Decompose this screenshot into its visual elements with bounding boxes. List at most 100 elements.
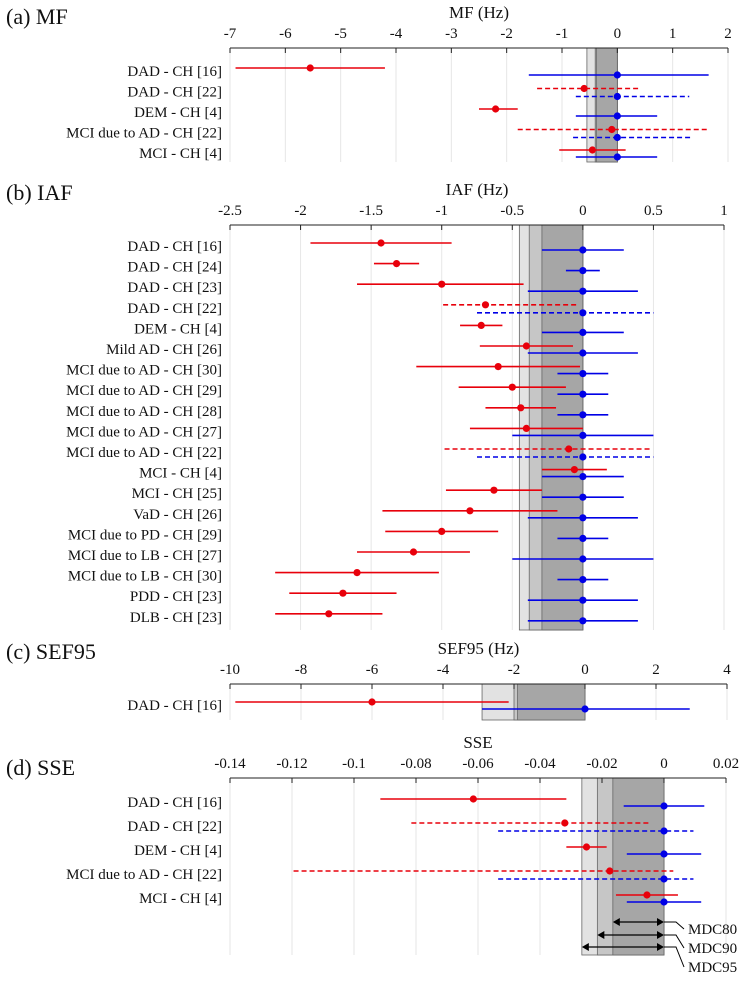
- x-tick-label: -4: [390, 26, 403, 42]
- red-point: [325, 610, 333, 618]
- blue-point: [579, 576, 587, 584]
- blue-point: [613, 112, 621, 120]
- row: PDD - CH [23]: [130, 589, 638, 605]
- blue-point: [660, 827, 668, 835]
- mdc-label: MDC80: [688, 922, 737, 938]
- x-tick-label: -2: [500, 26, 513, 42]
- row: Mild AD - CH [26]: [106, 342, 638, 358]
- row: DAD - CH [16]: [127, 239, 624, 255]
- mdc-band-3: [517, 683, 586, 721]
- x-tick-label: -1: [556, 26, 569, 42]
- blue-point: [613, 133, 621, 142]
- x-axis-label: MF (Hz): [449, 3, 509, 22]
- row-label: MCI - CH [4]: [139, 891, 222, 907]
- row-label: DEM - CH [4]: [134, 321, 222, 337]
- mdc-label: MDC90: [688, 941, 737, 957]
- x-tick-label: 0: [660, 756, 668, 772]
- row-label: MCI due to AD - CH [22]: [66, 445, 222, 461]
- x-tick-label: 0: [614, 26, 622, 42]
- blue-point: [613, 71, 621, 79]
- x-tick-label: -0.14: [214, 756, 246, 772]
- blue-point: [579, 328, 587, 336]
- panel-1: (a) MF MF (Hz) -7 -6 -5 -4 -3 -2 -1 0 1 2 DAD - CH […: [6, 3, 732, 163]
- blue-point: [581, 705, 589, 713]
- row-label: DAD - CH [16]: [127, 64, 222, 80]
- row: MCI due to AD - CH [28]: [66, 404, 609, 420]
- mdc-band-3: [595, 47, 618, 163]
- row: MCI due to AD - CH [22]: [66, 445, 654, 461]
- blue-point: [579, 267, 587, 275]
- x-axis-label: SSE: [463, 733, 492, 752]
- x-tick-label: -6: [366, 662, 379, 678]
- row: MCI - CH [25]: [132, 486, 624, 502]
- panel-label: (b) IAF: [6, 180, 73, 205]
- blue-point: [660, 802, 668, 810]
- red-point: [522, 424, 531, 432]
- x-tick-label: -2: [294, 203, 307, 219]
- blue-point: [579, 287, 587, 295]
- x-tick-label: 0.5: [644, 203, 663, 219]
- row-label: MCI due to LB - CH [27]: [68, 548, 222, 564]
- blue-point: [579, 390, 587, 398]
- red-point: [377, 239, 385, 247]
- blue-point: [579, 349, 587, 357]
- mdc-arrow-head-right: [657, 931, 664, 939]
- row-label: MCI due to AD - CH [29]: [66, 383, 222, 399]
- red-point: [409, 548, 418, 556]
- row: MCI due to AD - CH [27]: [66, 424, 654, 440]
- mdc-band-3: [612, 777, 665, 956]
- panel-label: (a) MF: [6, 4, 68, 29]
- red-point: [490, 486, 498, 494]
- blue-point: [579, 453, 587, 461]
- red-point: [588, 146, 597, 154]
- blue-point: [579, 411, 587, 419]
- blue-point: [579, 246, 587, 254]
- row-label: DAD - CH [23]: [127, 280, 222, 296]
- row-label: MCI due to AD - CH [28]: [66, 404, 222, 420]
- row: MCI due to LB - CH [27]: [68, 548, 654, 564]
- row-label: MCI due to LB - CH [30]: [68, 569, 222, 585]
- row: DAD - CH [22]: [127, 85, 690, 101]
- x-tick-label: 0: [581, 662, 589, 678]
- x-tick-label: -10: [220, 662, 240, 678]
- x-tick-label: -6: [279, 26, 292, 42]
- x-tick-label: -2: [508, 662, 521, 678]
- blue-point: [613, 92, 621, 101]
- row-label: MCI due to PD - CH [29]: [68, 527, 222, 543]
- x-tick-label: -0.04: [524, 756, 556, 772]
- row: DEM - CH [4]: [134, 843, 702, 859]
- mdc-arrow-head-left: [597, 931, 605, 939]
- row: MCI - CH [4]: [139, 891, 702, 907]
- row: MCI due to PD - CH [29]: [68, 527, 609, 543]
- mdc-band-3: [541, 224, 584, 631]
- x-tick-label: -1: [435, 203, 448, 219]
- red-point: [469, 795, 477, 803]
- row-label: PDD - CH [23]: [130, 589, 222, 605]
- x-tick-label: -0.06: [462, 756, 494, 772]
- x-tick-label: -4: [437, 662, 450, 678]
- red-point: [508, 383, 516, 391]
- red-point: [606, 867, 614, 875]
- blue-point: [660, 850, 668, 858]
- x-tick-label: -1.5: [359, 203, 383, 219]
- row-label: VaD - CH [26]: [133, 507, 222, 523]
- panel-4: (d) SSE SSE -0.14 -0.12 -0.1 -0.08 -0.06 -0.04 -…: [6, 733, 739, 976]
- x-axis-label: SEF95 (Hz): [438, 639, 520, 658]
- row-label: MCI - CH [4]: [139, 466, 222, 482]
- row-label: DAD - CH [16]: [127, 698, 222, 714]
- red-point: [438, 527, 446, 536]
- red-point: [522, 342, 531, 350]
- red-point: [353, 569, 361, 577]
- row-label: DAD - CH [16]: [127, 795, 222, 811]
- blue-point: [579, 370, 587, 378]
- panel-label: (d) SSE: [6, 755, 75, 780]
- row: DAD - CH [16]: [127, 795, 705, 811]
- red-point: [494, 363, 502, 371]
- red-point: [608, 125, 616, 134]
- blue-point: [579, 596, 587, 604]
- red-point: [477, 321, 485, 329]
- row: DAD - CH [22]: [127, 301, 654, 317]
- row-label: DAD - CH [22]: [127, 85, 222, 101]
- blue-point: [579, 493, 587, 501]
- x-tick-label: -3: [445, 26, 458, 42]
